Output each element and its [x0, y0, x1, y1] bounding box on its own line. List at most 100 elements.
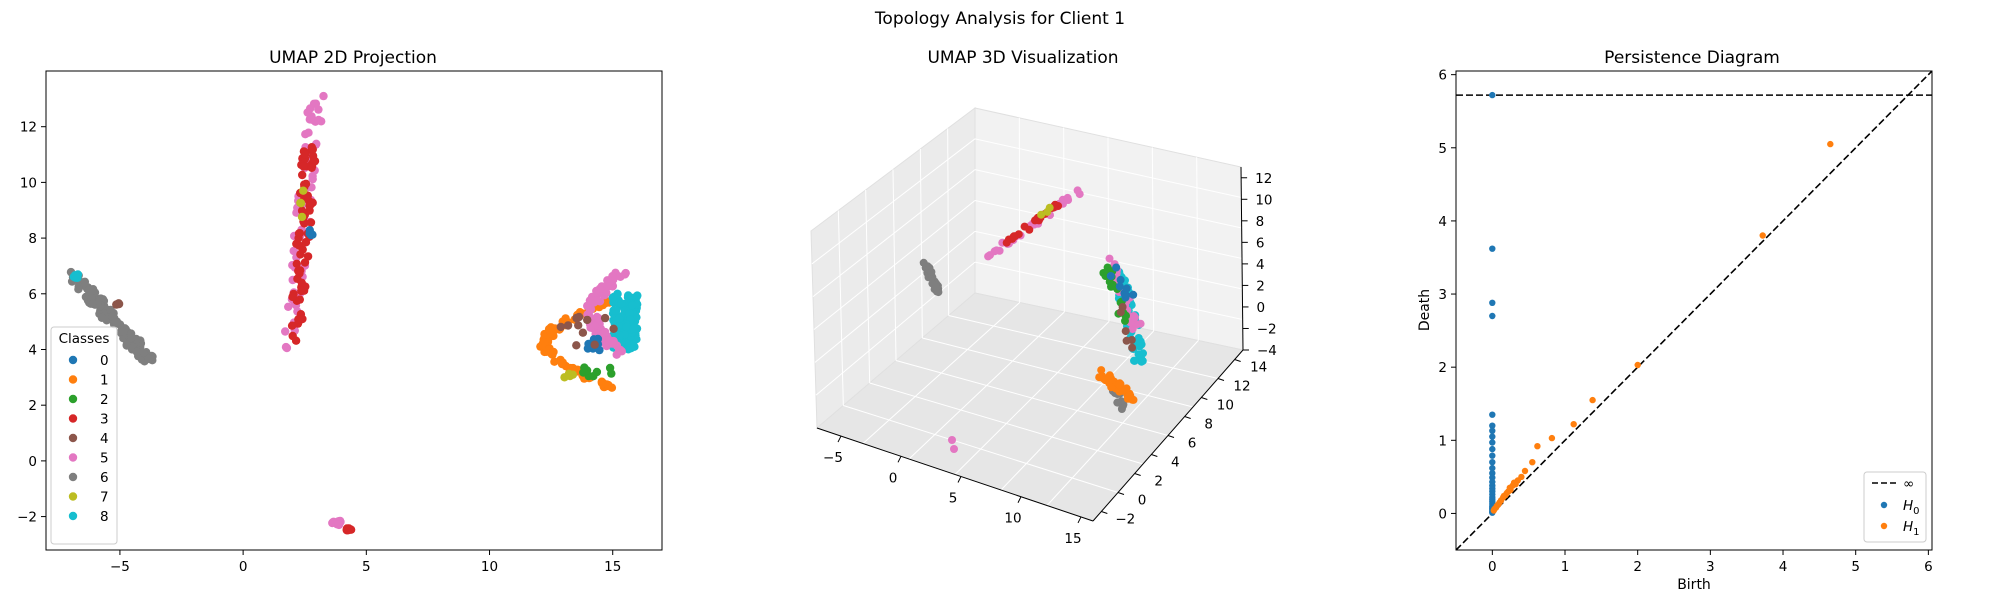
umap-3d-y-tick [1184, 416, 1191, 419]
umap-2d-legend-label-8: 8 [100, 509, 109, 525]
umap-3d-y-tick [1217, 378, 1225, 381]
umap-2d-point-class-8 [629, 324, 639, 333]
umap-2d-point-class-8 [617, 299, 626, 308]
umap-2d-point-class-8 [633, 291, 642, 300]
persistence-point-h1 [1521, 467, 1529, 475]
umap-3d-point-class-6 [931, 283, 940, 292]
umap-2d-point-class-7 [296, 198, 305, 207]
umap-3d-y-tick [1101, 511, 1108, 514]
persistence-point-h0 [1489, 445, 1496, 453]
umap-3d-point-class-0 [1129, 290, 1138, 299]
umap-2d-point-class-6 [97, 313, 107, 322]
umap-2d-point-class-3 [296, 266, 305, 275]
umap-2d-x-tick-label: 5 [362, 559, 371, 575]
persistence-x-tick-label: 5 [1851, 559, 1860, 575]
persistence-legend: ∞ H0 H1 [1863, 471, 1927, 543]
umap-3d-point-class-8 [1130, 356, 1139, 365]
umap-2d-legend-marker-6 [68, 472, 78, 482]
persistence-point-h1 [1529, 459, 1536, 466]
umap-2d-legend-marker-3 [68, 414, 78, 423]
umap-3d-point-class-0 [1106, 272, 1115, 280]
umap-3d-point-class-8 [1134, 350, 1143, 359]
umap-3d-y-tick-label: 0 [1138, 493, 1147, 509]
umap-2d-point-class-0 [595, 345, 604, 355]
persistence-y-label: Death [1417, 289, 1433, 331]
umap-2d-point-class-8 [622, 322, 631, 332]
umap-3d-x-tick [897, 456, 902, 463]
persistence-point-h0 [1489, 411, 1496, 418]
persistence-point-h0 [1489, 91, 1496, 99]
umap-2d-point-class-6 [139, 348, 148, 358]
umap-3d-point-class-6 [919, 258, 928, 267]
umap-2d-y-tick-label: 4 [28, 342, 37, 358]
umap-3d-grid-line [948, 315, 1219, 379]
umap-2d-x-tick-label: −5 [110, 559, 130, 575]
umap-3d-point-class-0 [1116, 275, 1125, 284]
umap-2d-point-class-6 [144, 354, 153, 363]
persistence-point-h0 [1489, 452, 1496, 459]
persistence-point-h1 [1827, 140, 1834, 148]
umap-3d-x-tick [1077, 516, 1082, 524]
persistence-y-tick-label: 4 [1438, 214, 1447, 230]
umap-2d-legend-title: Classes [59, 331, 110, 347]
umap-3d-point-class-5 [1073, 186, 1082, 195]
umap-3d-y-tick-label: 8 [1204, 417, 1213, 433]
umap-2d-legend-marker-5 [68, 453, 78, 462]
umap-3d-point-class-3 [1002, 238, 1011, 247]
umap-3d-point-class-1 [1115, 380, 1124, 389]
umap-3d-z-tick-label: 0 [1257, 300, 1266, 316]
umap-2d-point-class-3 [297, 286, 306, 296]
umap-2d-point-class-5 [604, 278, 613, 288]
umap-2d-point-class-3 [300, 150, 310, 159]
umap-2d-point-class-3 [301, 179, 311, 188]
umap-3d-point-class-4 [1122, 336, 1131, 345]
umap-2d-y-tick-label: 8 [28, 231, 37, 247]
figure-suptitle: Topology Analysis for Client 1 [874, 9, 1126, 29]
umap-2d-legend-marker-7 [68, 492, 78, 501]
umap-2d-point-class-3 [308, 145, 317, 154]
umap-2d-point-class-8 [615, 314, 624, 323]
persistence-x-tick-label: 1 [1561, 559, 1570, 575]
umap-3d-z-tick-label: −2 [1257, 321, 1277, 337]
umap-2d-point-class-3 [300, 258, 310, 267]
umap-3d-grid-line [974, 138, 1242, 198]
umap-2d-point-class-6 [88, 299, 98, 308]
umap-2d-y-tick-label: 2 [28, 398, 37, 414]
persistence-axes-frame [1455, 70, 1933, 551]
umap-2d-legend-label-6: 6 [100, 470, 109, 486]
umap-2d-x-tick-label: 10 [481, 559, 498, 575]
umap-2d-legend-marker-8 [68, 511, 78, 521]
umap-2d-point-class-7 [299, 186, 308, 195]
umap-2d-point-class-4 [572, 341, 581, 350]
umap-2d-y-tick-label: 6 [28, 287, 37, 303]
umap-3d-title: UMAP 3D Visualization [927, 48, 1118, 68]
umap-3d-y-tick-label: 10 [1217, 398, 1234, 414]
umap-3d-y-tick-label: 2 [1154, 474, 1163, 490]
umap-2d-point-class-5 [601, 327, 610, 337]
umap-2d-point-class-3 [298, 170, 307, 180]
persistence-point-h0 [1489, 312, 1496, 320]
umap-2d-point-class-5 [303, 108, 312, 117]
umap-3d-point-class-4 [1121, 327, 1130, 336]
umap-3d-point-class-1 [1107, 383, 1116, 392]
umap-2d-legend-marker-1 [68, 375, 78, 384]
umap-2d-point-class-3 [295, 295, 304, 304]
umap-3d-x-tick-label: 10 [1004, 511, 1021, 527]
umap-2d-point-class-3 [297, 278, 306, 287]
umap-2d-point-class-8 [626, 344, 636, 353]
umap-2d-point-class-2 [605, 363, 615, 373]
persistence-legend-h0-sub: 0 [1913, 506, 1919, 517]
persistence-x-tick-label: 4 [1779, 559, 1788, 575]
umap-3d-y-tick [1134, 473, 1141, 476]
umap-3d-y-tick-label: 4 [1171, 455, 1180, 471]
umap-3d-point-class-4 [1116, 308, 1125, 317]
umap-3d-x-tick-label: −5 [823, 450, 843, 466]
umap-3d-z-tick-label: 12 [1255, 171, 1272, 187]
umap-3d-z-tick-label: 2 [1256, 278, 1265, 294]
umap-2d-point-class-5 [304, 128, 313, 137]
persistence-y-tick-label: 0 [1438, 506, 1447, 522]
umap-2d-point-class-5 [608, 338, 617, 347]
umap-2d-point-class-6 [112, 318, 121, 327]
